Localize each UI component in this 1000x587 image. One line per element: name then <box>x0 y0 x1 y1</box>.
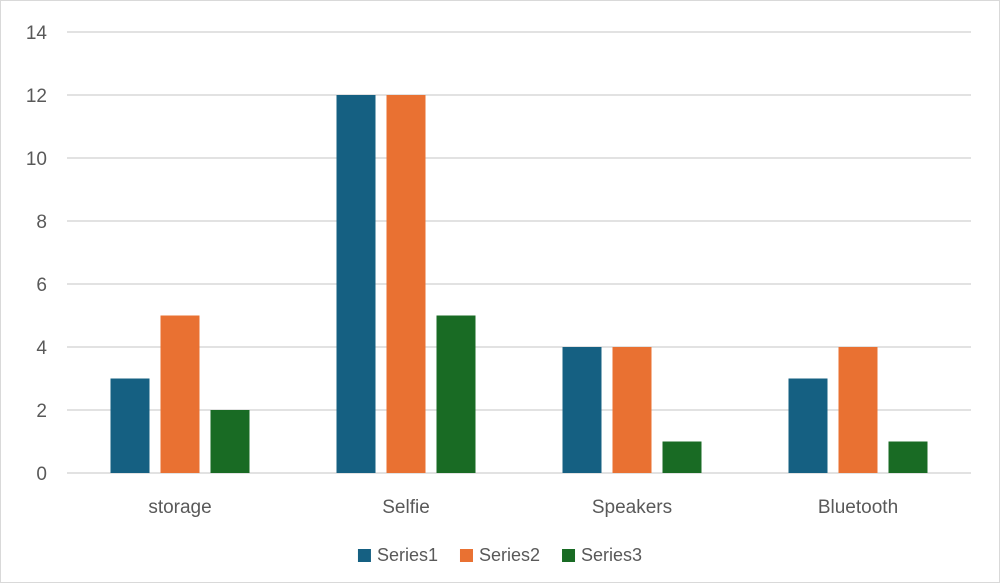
bar-series3-storage <box>210 410 250 473</box>
y-axis: 0 2 4 6 8 10 12 14 <box>26 23 48 485</box>
legend-label: Series3 <box>581 545 642 565</box>
legend-label: Series1 <box>377 545 438 565</box>
legend-item-series2: Series2 <box>459 545 540 565</box>
bar-series2-speakers <box>612 347 652 473</box>
legend-swatch <box>357 549 371 562</box>
y-tick-label: 6 <box>36 275 47 296</box>
y-tick-label: 4 <box>36 338 47 359</box>
legend-item-series1: Series1 <box>357 545 438 565</box>
x-tick-label: Bluetooth <box>818 497 898 518</box>
x-tick-label: Selfie <box>382 497 430 518</box>
legend-label: Series2 <box>479 545 540 565</box>
x-tick-label: storage <box>148 497 211 518</box>
bar-series2-storage <box>160 315 200 473</box>
gridlines <box>67 31 971 474</box>
legend-swatch <box>562 549 576 562</box>
y-tick-label: 14 <box>26 23 48 44</box>
bar-series2-selfie <box>386 95 426 473</box>
legend: Series1 Series2 Series3 <box>357 545 642 565</box>
x-tick-label: Speakers <box>592 497 672 518</box>
x-axis: storage Selfie Speakers Bluetooth <box>148 497 898 518</box>
bar-series2-bluetooth <box>838 347 878 473</box>
bar-series1-bluetooth <box>788 378 828 473</box>
bar-series1-speakers <box>562 347 602 473</box>
bar-series1-storage <box>110 378 150 473</box>
y-tick-label: 0 <box>36 464 47 485</box>
bar-series3-bluetooth <box>888 441 928 473</box>
y-tick-label: 12 <box>26 86 47 107</box>
bar-series3-speakers <box>662 441 702 473</box>
legend-item-series3: Series3 <box>562 545 642 565</box>
y-tick-label: 10 <box>26 149 47 170</box>
bars <box>110 95 928 473</box>
bar-series1-selfie <box>336 95 376 473</box>
legend-swatch <box>459 549 473 562</box>
y-tick-label: 8 <box>36 212 47 233</box>
bar-series3-selfie <box>436 315 476 473</box>
y-tick-label: 2 <box>36 401 47 422</box>
